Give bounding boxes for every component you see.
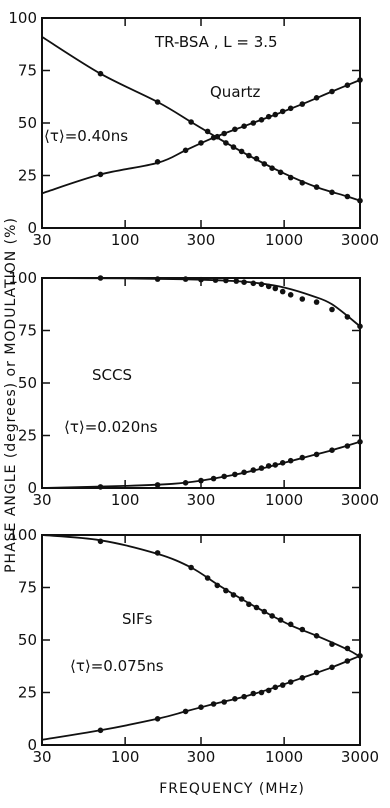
sample-label: SIFs <box>122 610 153 628</box>
modulation-fit-curve <box>41 36 361 202</box>
y-tick-label: 100 <box>8 9 37 27</box>
y-tick-label: 50 <box>18 114 37 132</box>
y-tick-label: 100 <box>8 269 37 287</box>
phase-fit-curve <box>41 654 361 741</box>
x-tick-label: 100 <box>111 231 140 249</box>
x-tick-label: 30 <box>32 748 51 766</box>
modulation-data-point <box>313 299 320 305</box>
chart-panel-3: 0 25 50 75 100 30 100 300 1000 3000 SIFs ⟨τ⟩=0.075n… <box>8 526 379 766</box>
y-tick-label: 50 <box>18 631 37 649</box>
x-axis-title: FREQUENCY (MHz) <box>159 781 305 797</box>
y-tick-label: 75 <box>18 322 37 340</box>
lifetime-label: ⟨τ⟩=0.020ns <box>64 418 158 436</box>
y-tick-label: 25 <box>18 427 37 445</box>
x-tick-label: 100 <box>111 491 140 509</box>
y-tick-label: 25 <box>18 167 37 185</box>
lifetime-label: ⟨τ⟩=0.40ns <box>44 127 128 145</box>
modulation-data-point <box>272 285 279 292</box>
y-tick-label: 0 <box>27 736 37 754</box>
x-tick-label: 100 <box>111 748 140 766</box>
modulation-data-point <box>329 306 335 313</box>
lifetime-label: ⟨τ⟩=0.075ns <box>70 657 164 675</box>
chart-panel-1: 0 25 50 75 100 30 100 300 1000 3000 TR-BSA , L = 3… <box>8 9 379 249</box>
panel-title: TR-BSA , L = 3.5 <box>154 33 278 51</box>
x-tick-label: 3000 <box>341 491 379 509</box>
modulation-fit-curve <box>41 534 361 658</box>
x-tick-label: 1000 <box>265 231 303 249</box>
modulation-data-point <box>279 288 286 295</box>
x-tick-label: 30 <box>32 491 51 509</box>
x-tick-label: 3000 <box>341 748 379 766</box>
x-tick-label: 300 <box>187 231 216 249</box>
y-tick-label: 0 <box>27 479 37 497</box>
y-tick-label: 25 <box>18 684 37 702</box>
chart-panel-2: 0 25 50 75 100 30 100 300 1000 3000 SCCS ⟨τ⟩=0.020n… <box>8 269 379 509</box>
modulation-data-point <box>299 296 306 302</box>
phase-fit-curve <box>41 440 361 489</box>
y-tick-label: 75 <box>18 62 37 80</box>
x-tick-label: 30 <box>32 231 51 249</box>
x-tick-label: 1000 <box>265 491 303 509</box>
y-axis-title: PHASE ANGLE (degrees) or MODULATION (%) <box>3 217 19 573</box>
phase-fit-curve <box>41 79 361 195</box>
y-tick-label: 50 <box>18 374 37 392</box>
y-tick-label: 75 <box>18 579 37 597</box>
x-tick-label: 300 <box>187 491 216 509</box>
x-tick-label: 300 <box>187 748 216 766</box>
modulation-data-point <box>287 292 294 298</box>
plot-frame <box>41 534 361 746</box>
plot-frame <box>41 277 361 489</box>
x-tick-label: 3000 <box>341 231 379 249</box>
x-tick-label: 1000 <box>265 748 303 766</box>
y-tick-label: 100 <box>8 526 37 544</box>
y-tick-label: 0 <box>27 219 37 237</box>
sample-label: SCCS <box>92 366 132 384</box>
sample-label: Quartz <box>210 83 261 101</box>
modulation-fit-curve <box>41 277 361 328</box>
